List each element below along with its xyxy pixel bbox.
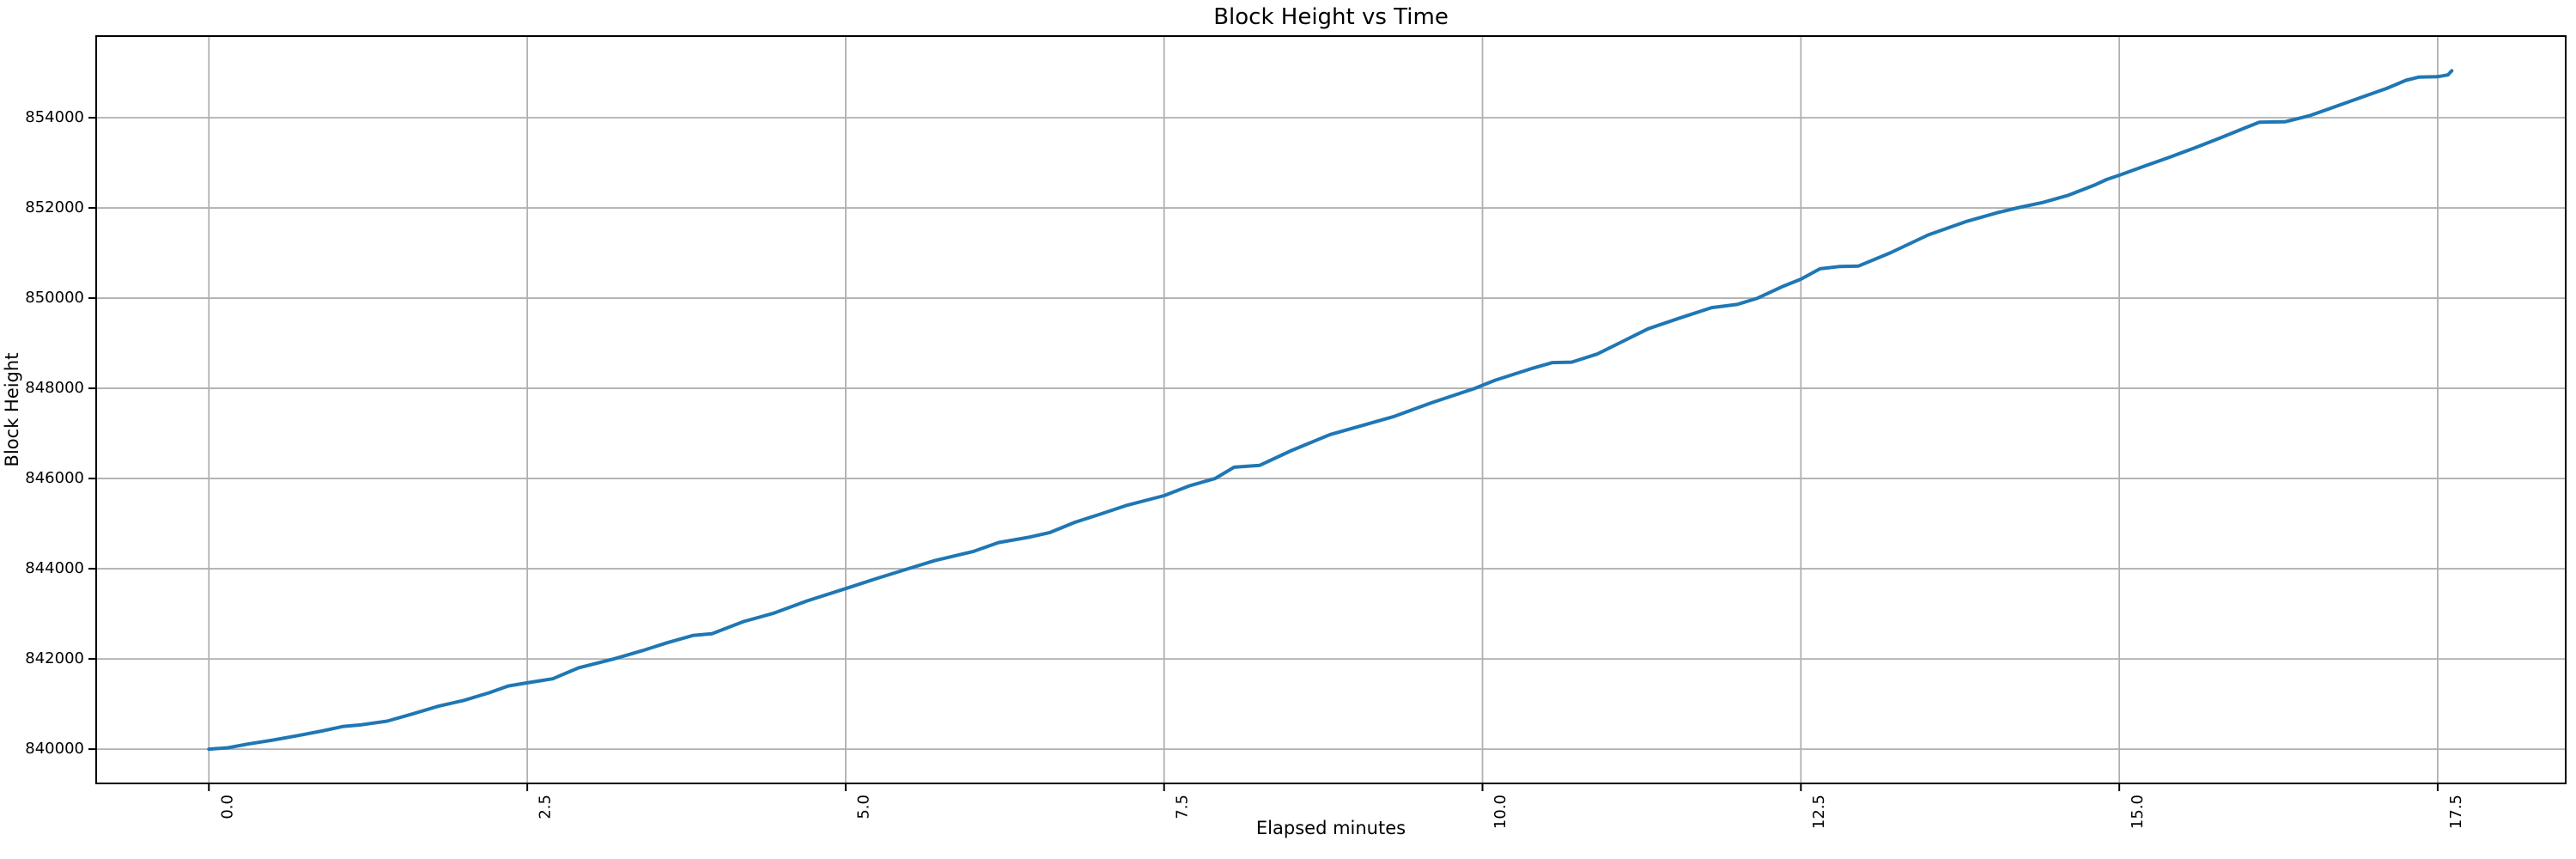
chart-title: Block Height vs Time — [1213, 4, 1449, 30]
axes-spines — [95, 35, 2567, 784]
x-tick-label: 12.5 — [1810, 795, 1829, 830]
y-tick-label: 850000 — [25, 289, 84, 308]
x-tick-label: 2.5 — [537, 795, 556, 819]
gridlines — [96, 36, 2566, 783]
x-tick-label: 0.0 — [218, 795, 237, 819]
y-tick-label: 854000 — [25, 108, 84, 127]
data-line-layer — [207, 69, 2454, 752]
x-tick-label: 17.5 — [2446, 795, 2465, 830]
y-tick-label: 842000 — [25, 649, 84, 668]
x-tick-label: 7.5 — [1173, 795, 1192, 819]
y-tick-label: 852000 — [25, 198, 84, 217]
x-tick-label: 10.0 — [1492, 795, 1510, 830]
y-tick-label: 840000 — [25, 740, 84, 758]
data-line-block-height — [207, 69, 2454, 752]
y-tick-label: 846000 — [25, 469, 84, 488]
y-tick-label: 848000 — [25, 379, 84, 398]
y-tick-label: 844000 — [25, 559, 84, 578]
x-tick-label: 15.0 — [2129, 795, 2148, 830]
y-axis-label-text: Block Height — [2, 352, 22, 467]
x-tick-label: 5.0 — [854, 795, 873, 819]
x-axis-label: Elapsed minutes — [1255, 818, 1406, 838]
tick-marks — [88, 117, 2439, 791]
